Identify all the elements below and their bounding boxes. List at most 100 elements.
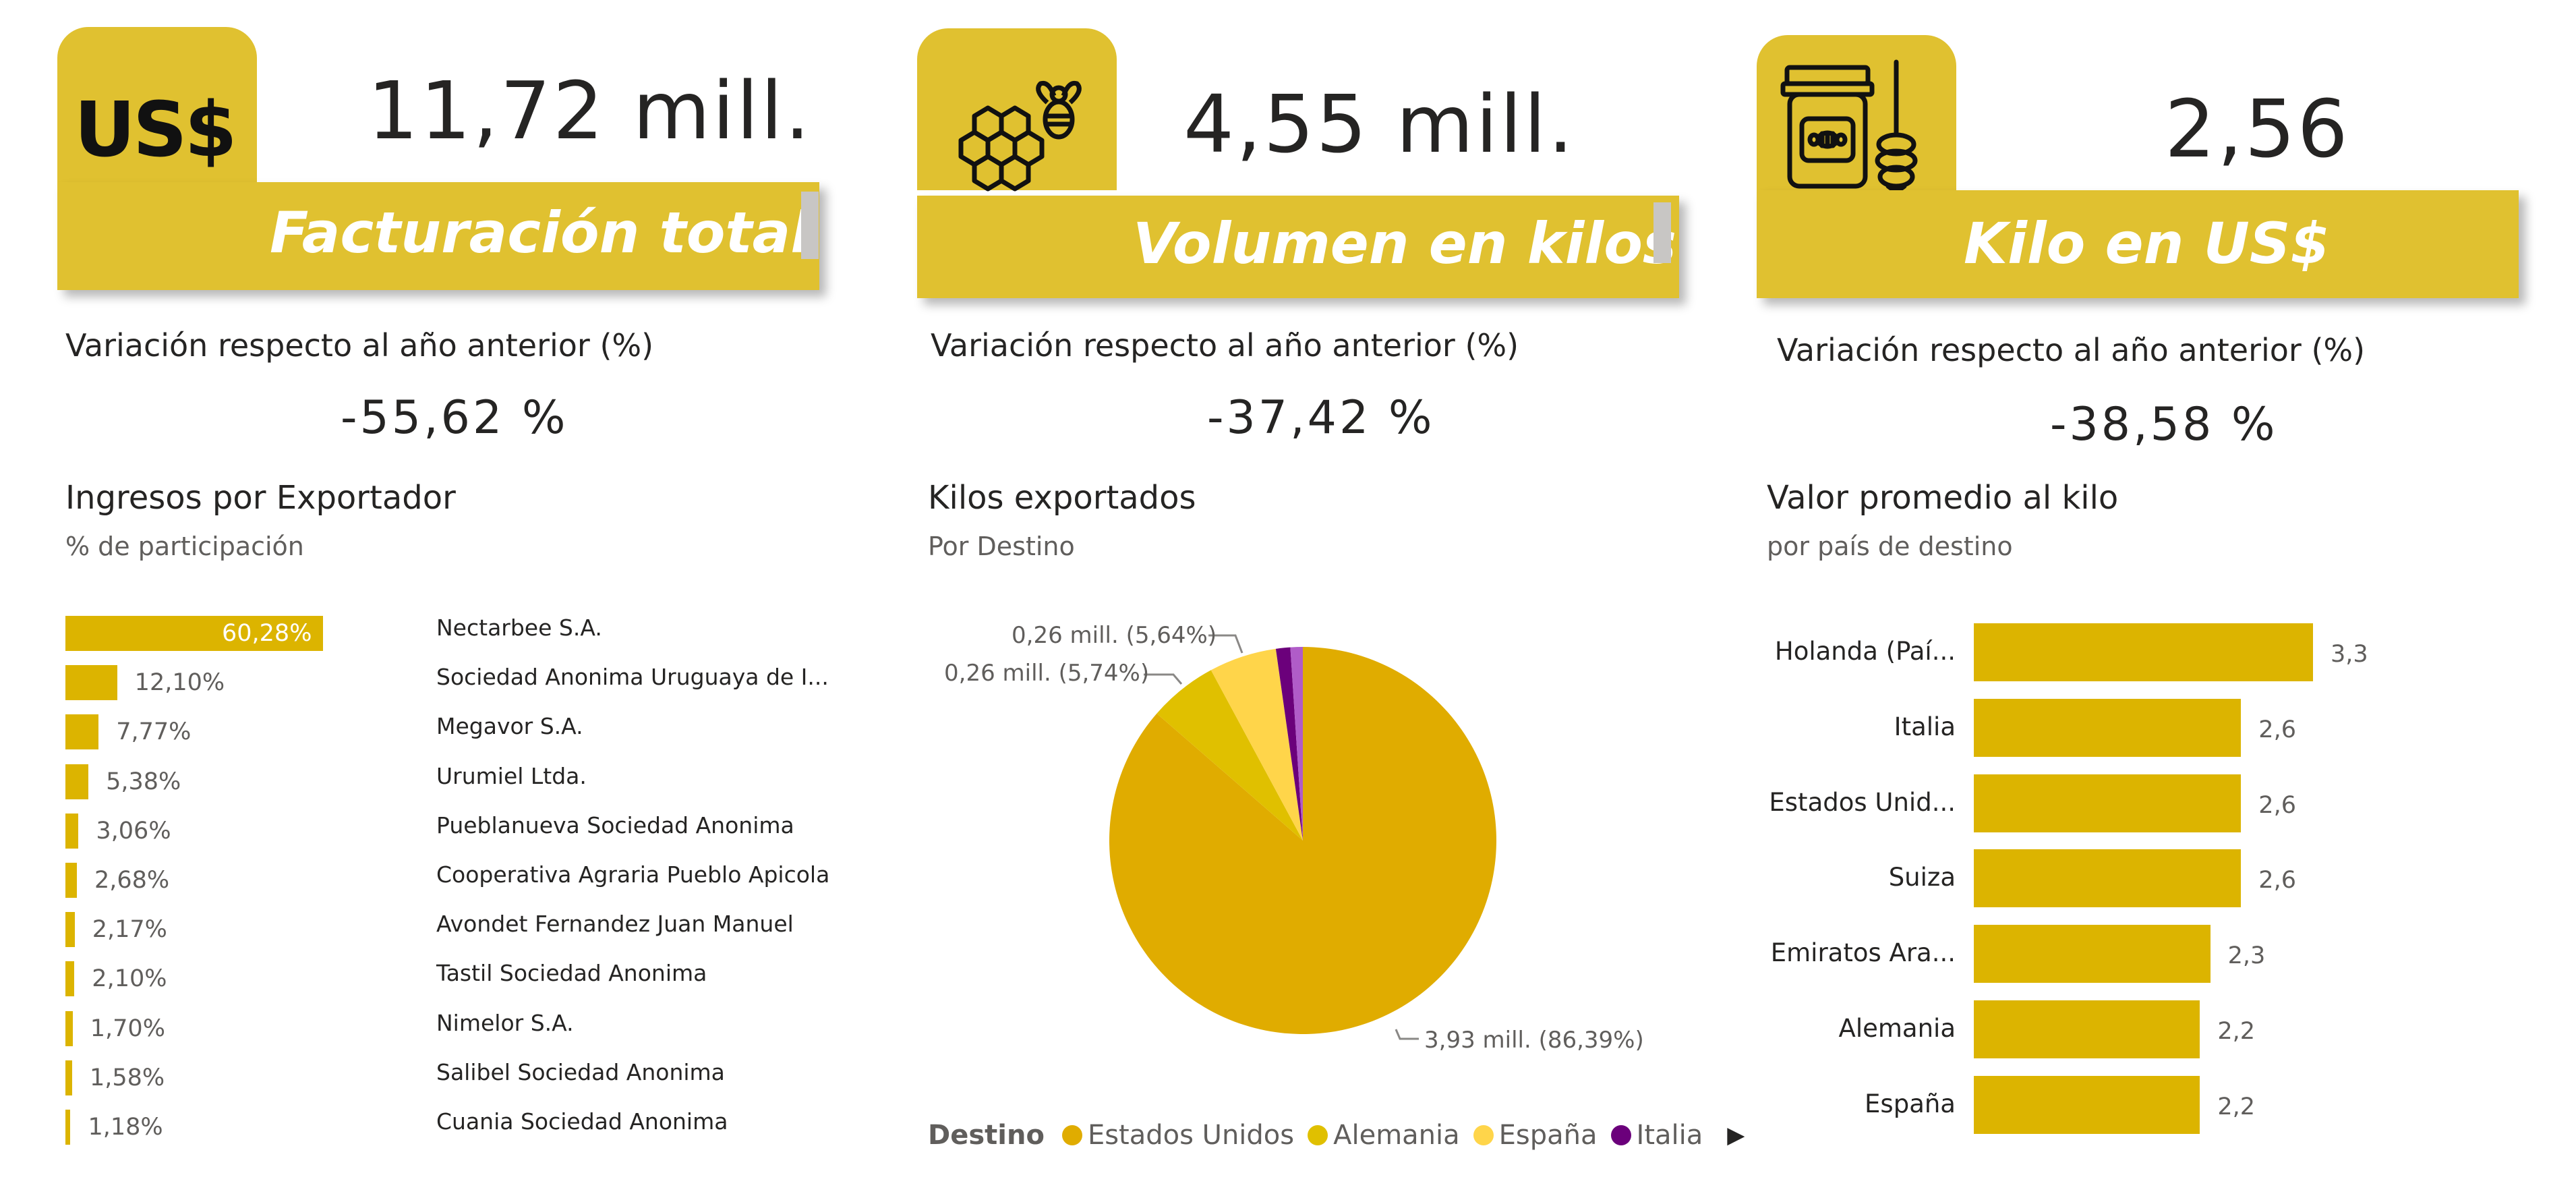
exporter-name: Pueblanueva Sociedad Anonima (436, 811, 794, 838)
exporter-bar-value: 1,58% (90, 1064, 165, 1091)
kpi-kilo-value: 2,56 (2165, 82, 2350, 175)
country-bar[interactable] (1974, 1000, 2200, 1058)
country-bar-value: 2,6 (2258, 867, 2296, 894)
exporter-bar-value: 5,38% (106, 768, 181, 795)
exporters-chart-title: Ingresos por Exportador (65, 479, 456, 517)
country-bar[interactable] (1974, 849, 2242, 908)
honeycomb-bee-icon (958, 80, 1082, 192)
exporter-name: Nectarbee S.A. (436, 615, 602, 641)
legend-label: Italia (1636, 1120, 1703, 1151)
pie-slice-españa[interactable] (1210, 648, 1303, 840)
legend-dot (1473, 1125, 1494, 1145)
exporter-bar[interactable] (65, 961, 75, 997)
legend-item-espana[interactable]: España (1473, 1120, 1598, 1151)
country-label: Suiza (1888, 863, 1956, 892)
exporter-name: Cuania Sociedad Anonima (436, 1108, 728, 1135)
exporter-bar-value: 2,10% (92, 965, 167, 993)
exporter-bar[interactable] (65, 714, 99, 750)
exporter-bar-value: 7,77% (116, 718, 192, 746)
kpi-kilo-variation-label: Variación respecto al año anterior (%) (1777, 332, 2366, 368)
pie-label-alemania: 0,26 mill. (5,74%) (944, 660, 1150, 687)
pie-leader-line (1208, 634, 1243, 654)
exporter-name: Tastil Sociedad Anonima (436, 960, 707, 987)
pie-slice-alemania[interactable] (1157, 670, 1303, 840)
country-bar[interactable] (1974, 623, 2313, 681)
pie-slice-otros[interactable] (1290, 647, 1303, 840)
exporter-name: Cooperativa Agraria Pueblo Apicola (436, 861, 830, 888)
exporter-bar-value: 2,68% (94, 867, 170, 894)
country-bar-value: 3,3 (2331, 641, 2368, 668)
country-label: Estados Unid... (1769, 787, 1956, 817)
kpi-volumen-variation-value: -37,42 % (1207, 391, 1435, 445)
legend-item-italia[interactable]: Italia (1610, 1120, 1703, 1151)
exporter-bar-value: 2,17% (92, 916, 167, 944)
pie-leader-line (1144, 673, 1183, 685)
exporter-bar[interactable] (65, 863, 77, 898)
exporters-chart-subtitle: % de participación (65, 532, 304, 561)
exporter-name: Urumiel Ltda. (436, 762, 587, 789)
legend-next-arrow-icon[interactable]: ▶ (1727, 1122, 1745, 1149)
exporter-name: Megavor S.A. (436, 713, 583, 740)
exporter-bar[interactable] (65, 616, 323, 651)
exporter-name: Salibel Sociedad Anonima (436, 1058, 725, 1085)
exporter-bar[interactable] (65, 912, 75, 948)
legend-label: Alemania (1333, 1120, 1460, 1151)
exporter-name: Sociedad Anonima Uruguaya de I... (436, 664, 829, 691)
pie-legend: Destino Estados Unidos Alemania España I… (928, 1120, 1745, 1151)
kpi-facturacion-value: 11,72 mill. (368, 64, 813, 157)
kpi-volumen-scrollbar[interactable] (1653, 202, 1671, 263)
country-bar[interactable] (1974, 774, 2242, 832)
kpi-facturacion-tab (57, 27, 257, 189)
country-label: Holanda (Paí... (1774, 637, 1956, 666)
kpi-kilo-variation-value: -38,58 % (2050, 398, 2278, 451)
exporter-bar[interactable] (65, 1110, 71, 1145)
exporter-bar-value: 1,70% (90, 1015, 165, 1042)
country-label: Italia (1894, 712, 1956, 741)
legend-label: Estados Unidos (1087, 1120, 1295, 1151)
country-bar-value: 2,6 (2258, 791, 2296, 819)
exporter-name: Avondet Fernandez Juan Manuel (436, 911, 794, 938)
legend-label: España (1498, 1120, 1598, 1151)
exporter-bar-value: 60,28% (222, 620, 312, 647)
exporter-bar[interactable] (65, 764, 89, 799)
country-label: Emiratos Ara... (1770, 938, 1956, 968)
pie-label-eeuu: 3,93 mill. (86,39%) (1424, 1027, 1644, 1054)
kpi-volumen-banner (917, 196, 1679, 298)
pie-legend-title: Destino (928, 1120, 1045, 1151)
country-bar-value: 2,2 (2217, 1018, 2255, 1045)
country-label: España (1865, 1089, 1956, 1118)
kpi-facturacion-variation-value: -55,62 % (341, 391, 568, 445)
legend-dot (1308, 1125, 1328, 1145)
legend-item-estados-unidos[interactable]: Estados Unidos (1061, 1120, 1295, 1151)
country-bar[interactable] (1974, 1075, 2200, 1134)
country-bar-value: 2,6 (2258, 716, 2296, 743)
exporter-bar-value: 3,06% (96, 817, 171, 845)
kilos-chart-subtitle: Por Destino (928, 532, 1075, 561)
country-bar-value: 2,2 (2217, 1093, 2255, 1120)
honey-jar-dipper-icon (1780, 59, 1918, 192)
exporter-bar-value: 12,10% (134, 669, 225, 697)
pie-label-espana: 0,26 mill. (5,64%) (1012, 622, 1217, 649)
kpi-kilo-label: Kilo en US$ (1964, 210, 2330, 277)
kpi-facturacion-scrollbar[interactable] (801, 192, 819, 259)
pie-slice-italia[interactable] (1275, 647, 1303, 840)
legend-item-alemania[interactable]: Alemania (1308, 1120, 1460, 1151)
country-label: Alemania (1838, 1014, 1956, 1043)
country-bar[interactable] (1974, 925, 2211, 983)
kpi-facturacion-label: Facturación total (270, 200, 811, 266)
kpi-volumen-value: 4,55 mill. (1183, 78, 1576, 171)
kpi-facturacion-banner (57, 182, 819, 290)
exporter-bar[interactable] (65, 813, 79, 849)
kilos-chart-title: Kilos exportados (928, 479, 1196, 517)
kpi-volumen-label: Volumen en kilos (1133, 210, 1676, 277)
country-bar[interactable] (1974, 698, 2242, 757)
exporter-bar[interactable] (65, 1060, 72, 1095)
exporter-bar[interactable] (65, 1010, 73, 1046)
exporter-bar-value: 1,18% (88, 1114, 163, 1141)
exporter-bar[interactable] (65, 665, 117, 701)
usd-text-icon: US$ (74, 86, 237, 174)
kpi-facturacion-variation-label: Variación respecto al año anterior (%) (65, 327, 654, 364)
price-chart-subtitle: por país de destino (1767, 532, 2013, 561)
kpi-kilo-banner (1757, 190, 2519, 298)
